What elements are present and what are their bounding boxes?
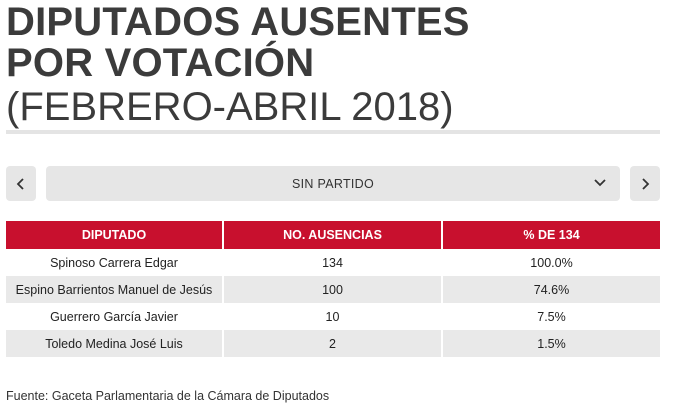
- column-header-ausencias[interactable]: NO. AUSENCIAS: [223, 221, 443, 249]
- column-header-diputado[interactable]: DIPUTADO: [6, 221, 224, 249]
- table-row: Spinoso Carrera Edgar 134 100.0%: [6, 249, 660, 276]
- previous-party-button[interactable]: [6, 166, 36, 201]
- cell-diputado: Spinoso Carrera Edgar: [6, 249, 224, 276]
- cell-porcentaje: 1.5%: [442, 330, 660, 357]
- cell-diputado: Toledo Medina José Luis: [6, 330, 224, 357]
- chevron-right-icon: [642, 177, 650, 190]
- absences-table: DIPUTADO NO. AUSENCIAS % DE 134 Spinoso …: [6, 221, 660, 357]
- chevron-left-icon: [16, 177, 24, 190]
- cell-porcentaje: 74.6%: [442, 276, 660, 303]
- title-block: DIPUTADOS AUSENTES POR VOTACIÓN (FEBRERO…: [6, 2, 666, 129]
- cell-ausencias: 2: [223, 330, 443, 357]
- cell-ausencias: 100: [223, 276, 443, 303]
- table-row: Guerrero García Javier 10 7.5%: [6, 303, 660, 330]
- cell-ausencias: 10: [223, 303, 443, 330]
- cell-diputado: Espino Barrientos Manuel de Jesús: [6, 276, 224, 303]
- table-row: Espino Barrientos Manuel de Jesús 100 74…: [6, 276, 660, 303]
- table-header-row: DIPUTADO NO. AUSENCIAS % DE 134: [6, 221, 660, 249]
- page-title-line-1: DIPUTADOS AUSENTES: [6, 0, 470, 44]
- table-row: Toledo Medina José Luis 2 1.5%: [6, 330, 660, 357]
- party-select-value: SIN PARTIDO: [291, 176, 375, 191]
- cell-ausencias: 134: [223, 249, 443, 276]
- party-select[interactable]: SIN PARTIDO: [46, 166, 620, 201]
- next-party-button[interactable]: [630, 166, 660, 201]
- chevron-down-icon: [594, 179, 606, 187]
- cell-diputado: Guerrero García Javier: [6, 303, 224, 330]
- title-divider: [6, 130, 660, 134]
- page-title-line-2: POR VOTACIÓN: [6, 41, 315, 85]
- cell-porcentaje: 100.0%: [442, 249, 660, 276]
- cell-porcentaje: 7.5%: [442, 303, 660, 330]
- source-note: Fuente: Gaceta Parlamentaria de la Cámar…: [6, 389, 330, 403]
- page-subtitle: (FEBRERO-ABRIL 2018): [6, 85, 454, 129]
- column-header-porcentaje[interactable]: % DE 134: [442, 221, 660, 249]
